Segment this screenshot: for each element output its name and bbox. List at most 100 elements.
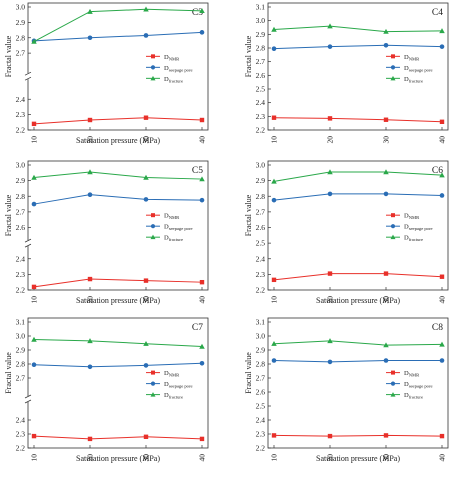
x-tick-label: 30 bbox=[382, 136, 391, 144]
marker-triangle bbox=[327, 23, 333, 29]
x-tick-label: 20 bbox=[86, 136, 95, 144]
x-tick-label: 30 bbox=[142, 136, 151, 144]
x-tick-label: 10 bbox=[270, 454, 279, 462]
series-line bbox=[33, 31, 203, 42]
marker-circle bbox=[87, 35, 93, 41]
axis-break-mark bbox=[24, 394, 32, 399]
y-tick-label: 2.2 bbox=[256, 286, 266, 295]
marker-circle bbox=[271, 197, 277, 203]
series-NMR bbox=[271, 433, 445, 439]
marker-circle bbox=[383, 191, 389, 197]
marker-circle bbox=[390, 65, 396, 70]
legend: DNMR Dseepage pore Dfracture bbox=[386, 54, 433, 83]
series-line bbox=[273, 360, 442, 363]
x-axis-label: Saturation pressure (MPa) bbox=[76, 454, 160, 463]
y-axis-label: Fractal value bbox=[4, 352, 13, 394]
marker-triangle bbox=[31, 174, 37, 180]
series-NMR bbox=[31, 115, 205, 127]
x-tick-label: 20 bbox=[326, 454, 335, 462]
marker-square bbox=[87, 276, 93, 282]
legend-item: DNMR bbox=[146, 54, 180, 61]
legend-item: Dseepage pore bbox=[386, 65, 433, 72]
marker-triangle bbox=[150, 75, 156, 81]
legend-item: Dseepage pore bbox=[146, 381, 193, 389]
marker-triangle bbox=[199, 176, 205, 182]
axis-break-mark bbox=[24, 71, 32, 76]
series-fracture bbox=[31, 6, 205, 44]
panel-c4: 2.2 2.3 2.4 2.5 2.6 2.7 2.8 2.9 3.0 3.1 10 20 30 40 Fr… bbox=[244, 2, 449, 144]
marker-circle bbox=[150, 65, 156, 70]
series-seepage-pore bbox=[31, 360, 205, 370]
legend-label: DNMR bbox=[404, 213, 420, 221]
axis-break bbox=[24, 238, 32, 248]
marker-triangle bbox=[87, 8, 93, 14]
marker-triangle bbox=[271, 340, 277, 346]
series-NMR bbox=[31, 433, 205, 442]
series-NMR bbox=[271, 271, 445, 283]
plot-frame bbox=[267, 160, 449, 291]
marker-square bbox=[151, 370, 155, 375]
x-tick-label: 30 bbox=[142, 454, 151, 462]
marker-circle bbox=[199, 30, 205, 35]
panel-c8: 2.2 2.3 2.4 2.5 2.6 2.7 2.8 2.9 3.0 3.1 10 20 30 40 Fr… bbox=[244, 318, 449, 463]
y-tick-label: 2.7 bbox=[16, 374, 26, 383]
y-tick-label: 2.7 bbox=[256, 57, 266, 66]
marker-square bbox=[327, 271, 333, 276]
series-line bbox=[273, 25, 443, 33]
panel-label: C5 bbox=[192, 166, 203, 176]
series-line bbox=[273, 44, 443, 50]
legend-item: DNMR bbox=[386, 370, 420, 378]
legend-item: Dseepage pore bbox=[146, 224, 193, 232]
legend-item: Dseepage pore bbox=[386, 224, 433, 231]
axis-break-mark bbox=[24, 399, 32, 404]
series-line bbox=[273, 434, 443, 437]
y-tick-label: 2.9 bbox=[16, 176, 26, 185]
legend: DNMR Dseepage pore Dfracture bbox=[386, 370, 433, 400]
marker-square bbox=[391, 213, 395, 218]
marker-square bbox=[439, 119, 445, 124]
y-tick-label: 2.6 bbox=[16, 223, 26, 232]
y-tick-label: 2.4 bbox=[16, 95, 26, 104]
marker-triangle bbox=[31, 38, 37, 44]
marker-triangle bbox=[31, 336, 37, 342]
series-line bbox=[273, 273, 443, 281]
marker-square bbox=[199, 436, 205, 442]
x-tick-label: 30 bbox=[382, 454, 391, 462]
series-seepage-pore bbox=[31, 192, 205, 207]
legend-item: Dfracture bbox=[146, 234, 183, 243]
y-tick-label: 3.1 bbox=[256, 318, 266, 327]
y-axis-label: Fractal value bbox=[244, 352, 253, 394]
marker-triangle bbox=[271, 26, 277, 32]
legend-label: Dfracture bbox=[404, 76, 423, 84]
y-tick-label: 2.7 bbox=[256, 374, 266, 383]
series-seepage-pore bbox=[271, 42, 445, 51]
y-tick-label: 2.8 bbox=[256, 360, 266, 369]
plot-frame bbox=[27, 317, 209, 449]
y-axis-label: Fractal value bbox=[244, 194, 253, 236]
panel-label: C6 bbox=[432, 166, 443, 176]
legend-item: Dseepage pore bbox=[146, 65, 193, 72]
panel-label: C3 bbox=[192, 8, 203, 18]
marker-circle bbox=[439, 358, 445, 363]
axis-break bbox=[24, 394, 32, 404]
y-tick-label: 2.3 bbox=[16, 270, 26, 279]
legend-label: Dfracture bbox=[164, 235, 183, 243]
series-fracture bbox=[271, 23, 445, 34]
legend-label: DNMR bbox=[404, 54, 420, 62]
marker-square bbox=[151, 54, 155, 59]
marker-circle bbox=[383, 358, 389, 363]
marker-circle bbox=[143, 197, 149, 202]
series-fracture bbox=[271, 338, 445, 348]
legend-label: Dseepage pore bbox=[164, 224, 193, 232]
y-tick-label: 2.8 bbox=[16, 360, 26, 369]
marker-square bbox=[31, 284, 37, 290]
y-tick-label: 2.5 bbox=[256, 85, 266, 94]
axis-break-mark bbox=[24, 76, 32, 81]
marker-square bbox=[327, 433, 333, 439]
plot-frame bbox=[267, 2, 449, 131]
y-tick-label: 2.9 bbox=[16, 346, 26, 355]
panel-c3: 2.2 2.3 2.4 2.7 2.8 2.9 3.0 10 20 30 40 Fractal val… bbox=[4, 3, 209, 145]
series-fracture bbox=[271, 169, 445, 184]
marker-square bbox=[199, 279, 205, 285]
marker-square bbox=[271, 433, 277, 438]
